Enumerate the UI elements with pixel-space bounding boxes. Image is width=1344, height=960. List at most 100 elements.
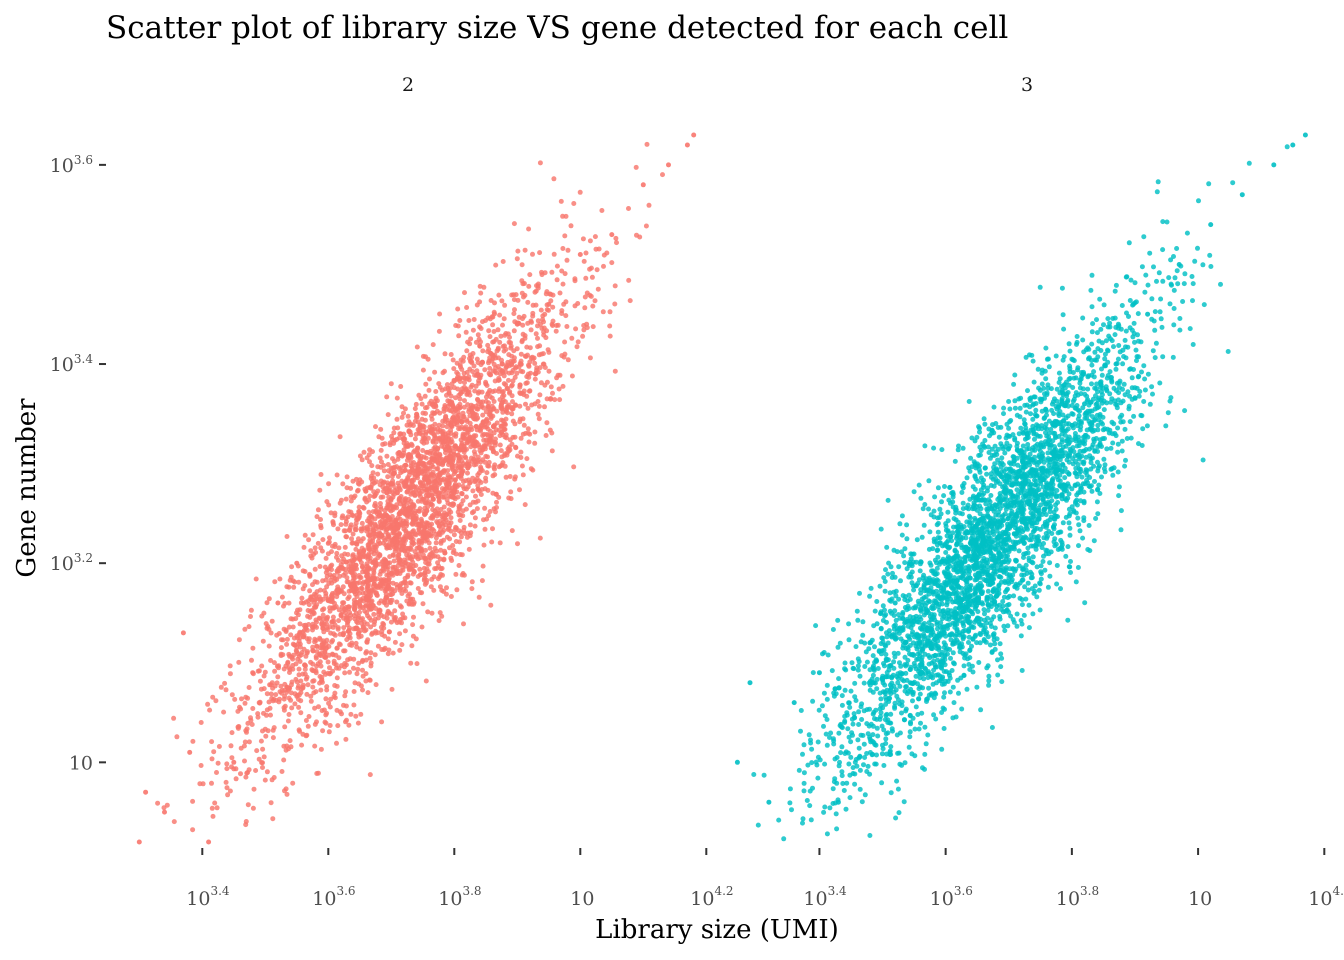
data-point [402,463,407,469]
data-point [442,486,448,492]
data-point [262,777,268,783]
data-point [507,390,512,396]
data-point [337,434,343,440]
data-point [445,500,451,506]
data-point [481,405,487,411]
data-point [538,321,543,327]
data-point [472,515,478,521]
data-point [627,298,633,304]
data-point [532,440,538,446]
data-point [215,760,221,766]
data-point [414,447,420,453]
data-point [380,540,386,546]
data-point [475,332,481,338]
data-point [481,542,487,548]
data-point [399,414,405,420]
data-point [328,696,334,702]
data-point [242,700,248,706]
data-point [927,529,933,535]
data-point [590,324,596,330]
data-point [1095,511,1101,517]
data-point [385,608,391,614]
data-point [415,586,421,591]
data-point [848,754,854,760]
data-point [342,544,348,550]
data-point [282,724,288,730]
data-point [155,800,161,806]
data-point [399,404,405,410]
data-point [401,431,407,437]
data-point [1002,628,1008,634]
data-point [268,712,273,718]
data-point [1172,275,1178,281]
data-point [486,412,492,418]
data-point [494,505,499,510]
data-point [376,600,382,606]
data-point [522,247,528,253]
data-point [500,389,506,394]
data-point [356,481,362,487]
data-point [942,484,947,489]
data-point [564,257,570,263]
data-point [1053,353,1059,359]
data-point [1144,423,1150,429]
data-point [536,403,542,409]
data-point [455,409,461,415]
data-point [1003,589,1008,595]
data-point [379,435,385,441]
data-point [666,162,671,168]
data-point [569,373,575,379]
data-point [270,727,276,733]
data-point [209,756,215,762]
data-point [487,387,493,393]
data-point [1105,324,1111,330]
data-point [319,621,325,627]
data-point [320,537,326,543]
data-point [395,521,401,527]
data-point [1047,560,1053,566]
data-point [557,397,563,403]
data-point [450,404,456,410]
data-point [437,556,443,562]
data-point [314,771,320,776]
data-point [386,517,392,523]
data-point [422,530,428,536]
data-point [350,531,356,537]
data-point [324,573,330,579]
data-point [415,574,421,579]
data-point [956,443,961,449]
data-point [462,398,467,404]
data-point [319,679,325,685]
data-point [413,563,419,568]
data-point [387,599,392,605]
data-point [855,617,861,623]
data-point [392,639,398,645]
data-point [491,329,497,334]
data-point [910,698,915,704]
data-point [364,639,370,645]
data-point [572,278,578,284]
data-point [457,518,463,523]
data-point [506,495,512,501]
data-point [382,588,388,594]
data-point [424,404,430,410]
data-point [1018,395,1024,401]
data-point [427,459,433,465]
data-point [420,367,426,373]
data-point [336,545,342,551]
data-point [1037,284,1043,290]
data-point [532,401,538,407]
data-point [322,719,328,725]
data-point [337,573,343,579]
data-point [583,250,589,256]
data-point [1177,327,1183,333]
data-point [998,441,1004,447]
data-point [416,454,421,459]
data-point [384,394,390,400]
data-point [376,509,382,515]
data-point [964,519,970,525]
data-point [1080,337,1086,343]
data-point [385,412,391,418]
data-point [1018,534,1024,540]
data-point [259,663,265,669]
